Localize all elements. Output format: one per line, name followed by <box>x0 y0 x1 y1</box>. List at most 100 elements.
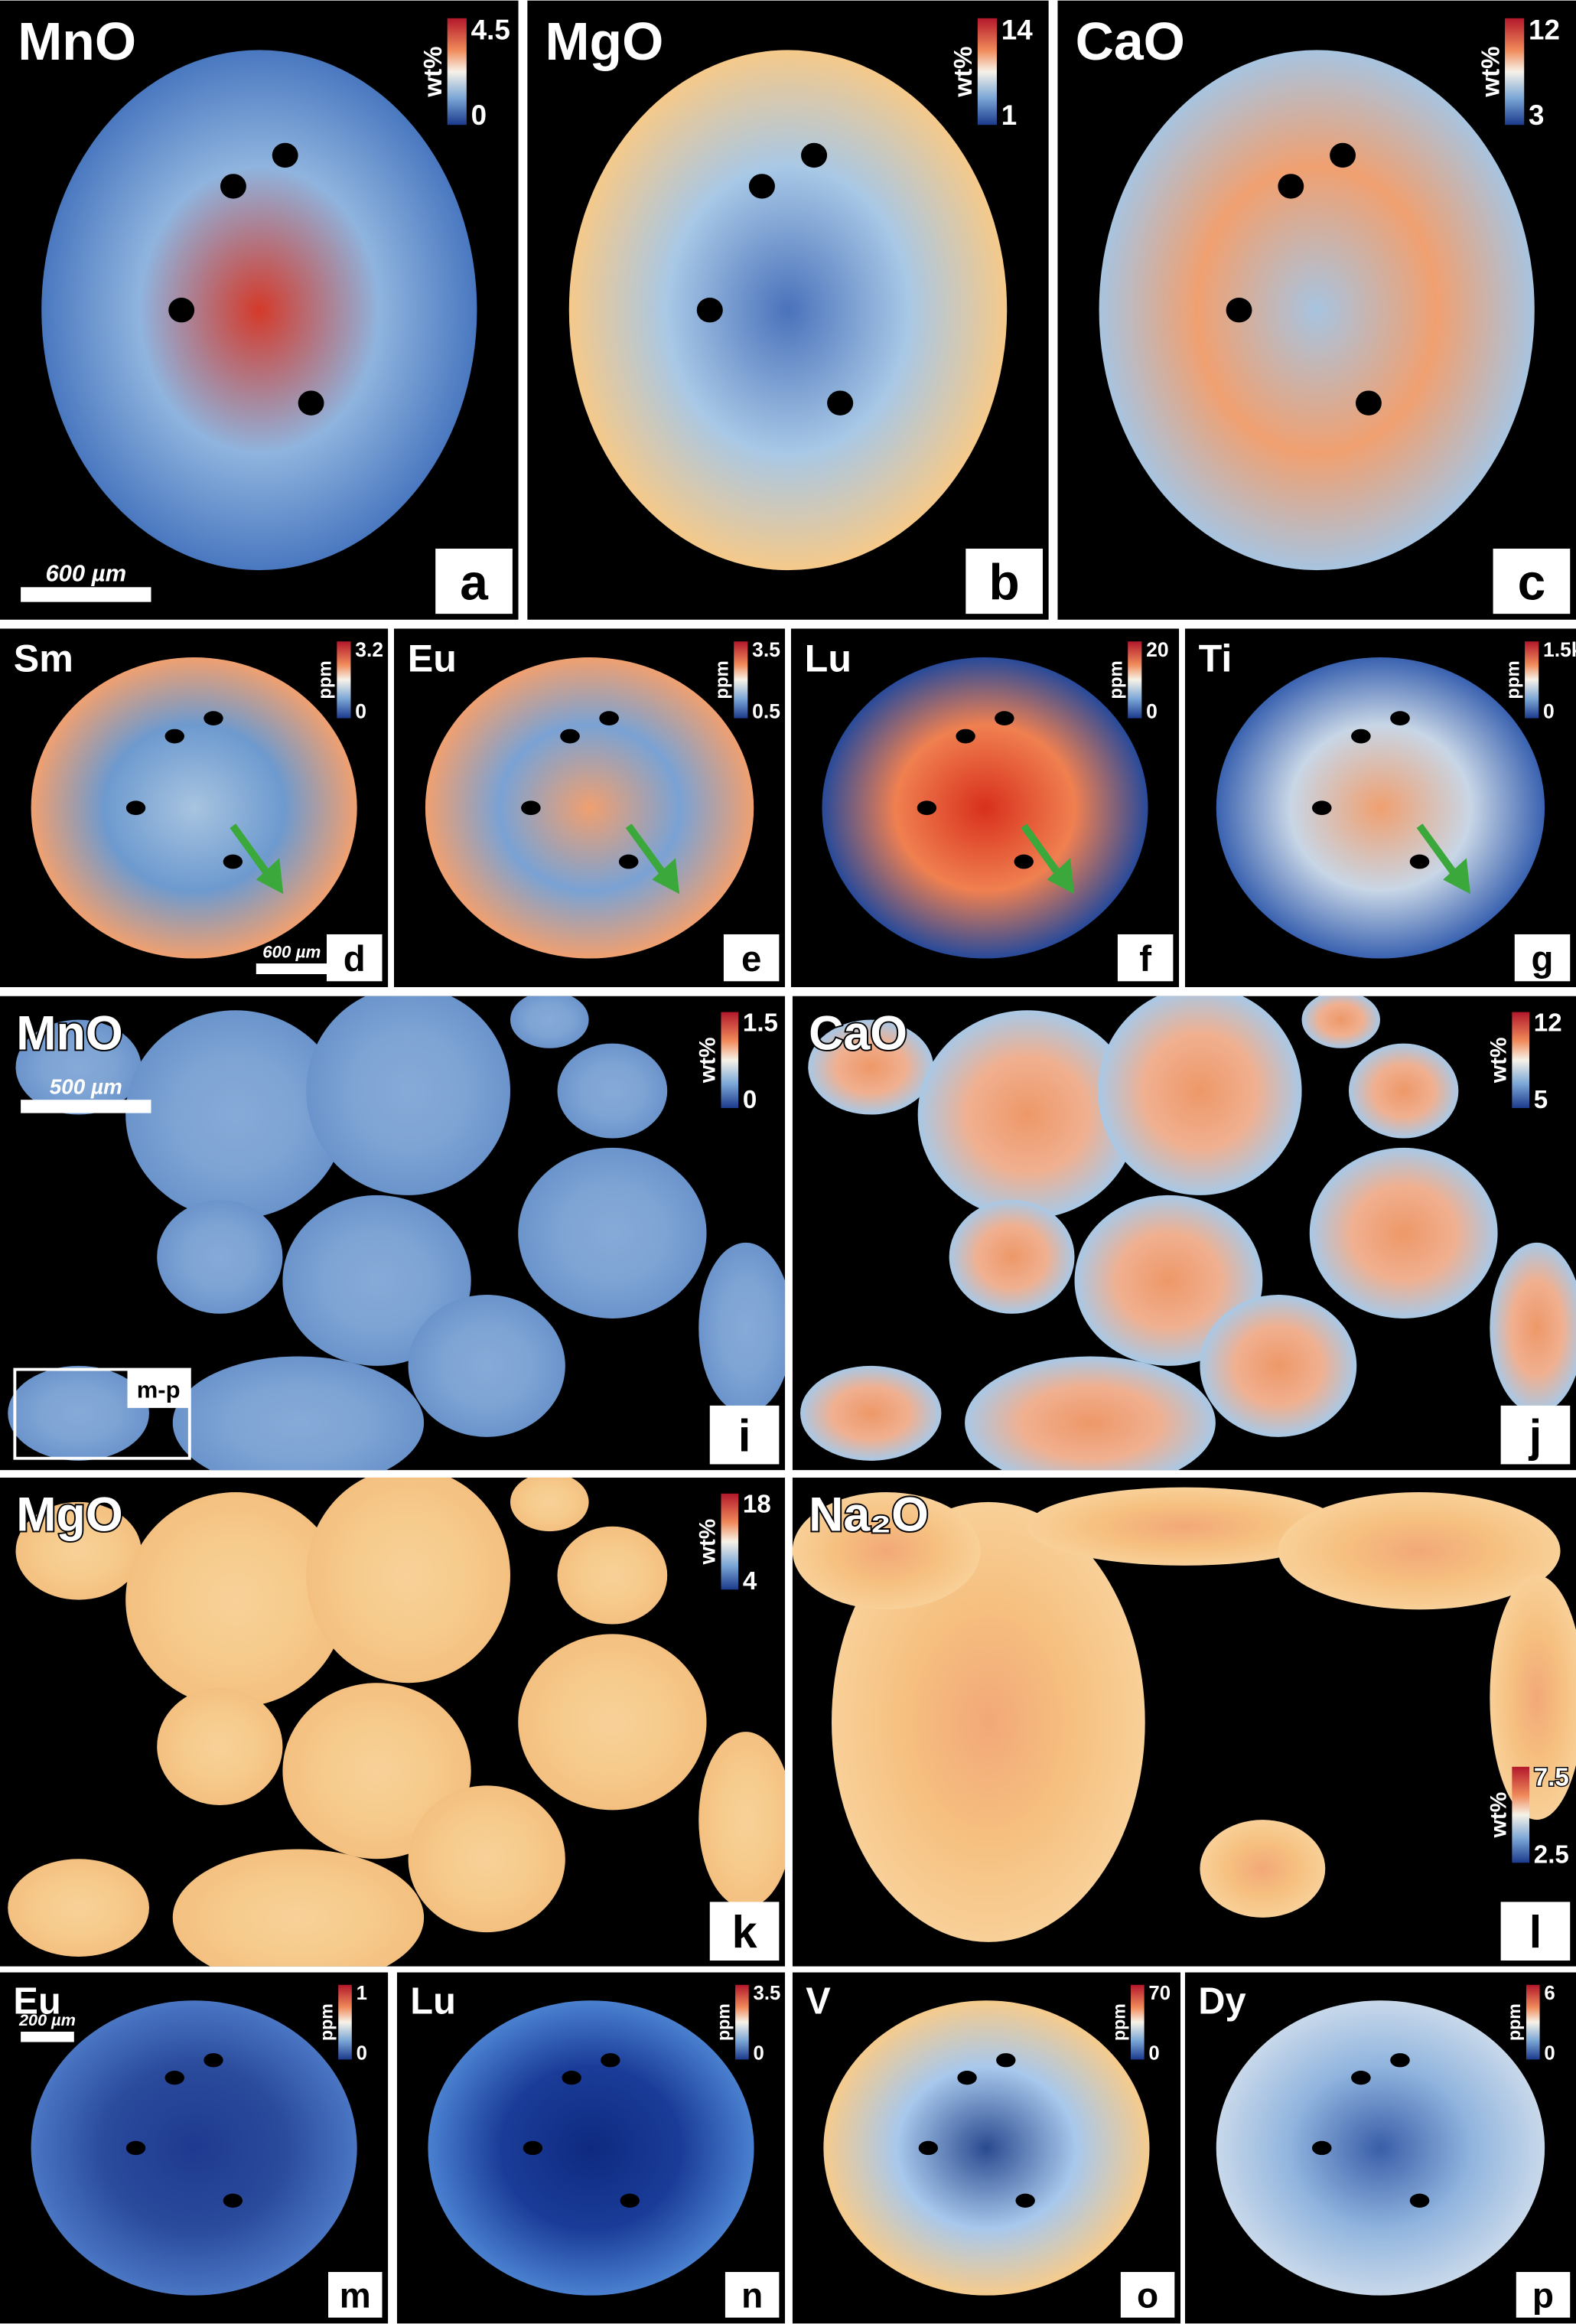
mineral-grain <box>1216 2000 1545 2296</box>
panel-letter: m <box>340 2276 371 2316</box>
colorbar-min: 0 <box>471 99 487 131</box>
mineral-grain <box>1099 50 1535 571</box>
inclusion <box>1409 2193 1430 2208</box>
inclusion <box>601 2053 620 2068</box>
colorbar-max: 1.5k <box>1543 638 1576 661</box>
panel-letter: d <box>344 939 366 979</box>
panel-letter-box <box>1516 2272 1571 2318</box>
mineral-grain <box>8 1365 149 1461</box>
mineral-grain <box>1098 996 1302 1195</box>
element-label: MnO <box>18 11 136 71</box>
colorbar-max: 12 <box>1534 1009 1562 1037</box>
element-label: MgO <box>545 11 663 71</box>
arrow <box>230 823 275 882</box>
panel-letter-box <box>725 2272 780 2318</box>
colorbar-min: 4 <box>743 1567 757 1596</box>
mineral-grain <box>1490 1575 1576 1820</box>
colorbar <box>1525 641 1539 719</box>
colorbar-max: 1.5 <box>743 1009 778 1037</box>
mineral-grain <box>800 1365 942 1461</box>
element-label: CaO <box>1076 11 1185 71</box>
colorbar <box>721 1493 739 1590</box>
arrow <box>1416 823 1462 882</box>
panel: MgO k 18 4 wt% <box>0 1477 786 1967</box>
inclusion <box>996 2053 1016 2068</box>
inclusion <box>618 854 639 869</box>
panel-letter-box <box>1120 2272 1175 2318</box>
panel-letter-box <box>723 934 780 982</box>
inclusion <box>801 142 828 168</box>
colorbar-min: 0.5 <box>752 700 780 723</box>
colorbar-max: 7.5 <box>1534 1764 1569 1792</box>
panel-letter-box <box>1514 934 1571 982</box>
panel-letter-box <box>1500 1405 1571 1465</box>
inclusion <box>1351 728 1371 744</box>
mineral-grain <box>510 1477 589 1532</box>
inclusion <box>1390 711 1410 726</box>
element-label: CaO <box>809 1006 907 1060</box>
colorbar <box>1526 1984 1540 2060</box>
colorbar-max: 14 <box>1001 14 1033 45</box>
mineral-grain <box>518 1634 707 1811</box>
inclusion <box>560 728 580 744</box>
scale-bar <box>21 1100 151 1113</box>
colorbar-min: 5 <box>1534 1086 1548 1114</box>
panel-letter: o <box>1137 2276 1158 2316</box>
colorbar-max: 70 <box>1148 1983 1171 2004</box>
arrow-head <box>652 858 680 895</box>
panel: Lu n 3.5 0 ppm <box>396 1972 786 2324</box>
mineral-grain <box>125 1010 346 1219</box>
colorbar-min: 1 <box>1001 99 1017 131</box>
mineral-grain <box>428 2000 754 2296</box>
colorbar <box>338 1984 352 2060</box>
scale-bar-label: 600 µm <box>262 942 321 961</box>
mineral-grain <box>832 1501 1145 1942</box>
mineral-grain <box>282 1195 471 1366</box>
mineral-grain <box>518 1147 707 1318</box>
panel: Eu m 1 0 ppm 200 µm <box>0 1972 389 2324</box>
colorbar <box>447 18 467 125</box>
colorbar-max: 3.2 <box>355 638 383 661</box>
colorbar-unit: ppm <box>315 660 336 699</box>
scale-bar-label: 600 µm <box>45 560 126 587</box>
colorbar-unit: ppm <box>1503 660 1523 699</box>
colorbar <box>977 18 997 125</box>
panel-letter: j <box>1529 1410 1542 1462</box>
mineral-grain <box>408 1294 565 1437</box>
colorbar-min: 0 <box>355 700 366 723</box>
inclusion <box>956 728 975 744</box>
panel: MnO i 1.5 0 wt% 500 µm m-p <box>0 996 786 1471</box>
element-label: Na₂O <box>809 1488 929 1542</box>
mineral-grain <box>917 1010 1138 1219</box>
arrow-head <box>256 858 284 895</box>
mineral-grain <box>408 1785 565 1933</box>
mineral-grain <box>15 1019 142 1115</box>
colorbar-max: 12 <box>1529 14 1560 45</box>
mineral-grain <box>425 657 754 959</box>
colorbar-unit: ppm <box>1105 660 1126 699</box>
panel: Eu e 3.5 0.5 ppm <box>394 628 786 988</box>
colorbar-min: 0 <box>357 2042 367 2064</box>
colorbar-min: 2.5 <box>1534 1840 1569 1869</box>
panel-letter: k <box>732 1906 757 1957</box>
inclusion <box>164 2071 184 2085</box>
inclusion <box>1311 2140 1332 2156</box>
colorbar-unit: wt% <box>949 46 978 97</box>
panel: Ti g 1.5k 0 ppm <box>1184 628 1576 988</box>
inset-label-box <box>127 1369 190 1408</box>
mineral-grain <box>31 657 357 959</box>
panel-letter: n <box>741 2276 763 2316</box>
mineral-grain <box>1348 1043 1459 1139</box>
colorbar-max: 3.5 <box>752 638 780 661</box>
panel-letter: b <box>989 553 1020 610</box>
element-label: Eu <box>408 637 457 680</box>
panel-letter-box <box>327 934 383 982</box>
colorbar-max: 20 <box>1146 638 1168 661</box>
panel-letter-box <box>1117 934 1174 982</box>
inset-box <box>13 1367 191 1460</box>
inclusion <box>223 854 243 869</box>
colorbar-min: 3 <box>1529 99 1544 131</box>
mineral-grain <box>157 1687 283 1805</box>
mineral-grain <box>792 1492 981 1610</box>
inclusion <box>223 2193 243 2208</box>
